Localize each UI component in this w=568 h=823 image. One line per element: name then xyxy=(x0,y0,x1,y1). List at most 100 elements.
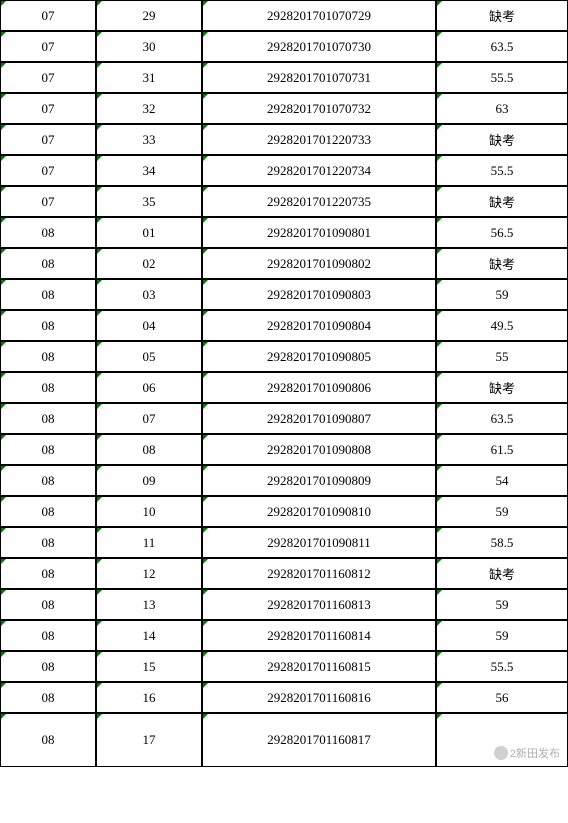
table-cell: 2928201701090806 xyxy=(202,372,436,403)
table-cell: 59 xyxy=(436,620,568,651)
table-cell: 2928201701160813 xyxy=(202,589,436,620)
table-cell: 2928201701160815 xyxy=(202,651,436,682)
table-container: 07292928201701070729缺考073029282017010707… xyxy=(0,0,568,767)
table-cell: 63.5 xyxy=(436,403,568,434)
table-cell: 08 xyxy=(0,372,96,403)
table-cell: 56.5 xyxy=(436,217,568,248)
table-cell: 63 xyxy=(436,93,568,124)
table-cell: 30 xyxy=(96,31,202,62)
table-cell: 缺考 xyxy=(436,372,568,403)
table-row: 0807292820170109080763.5 xyxy=(0,403,568,434)
table-cell: 07 xyxy=(0,0,96,31)
table-cell: 29 xyxy=(96,0,202,31)
table-cell: 31 xyxy=(96,62,202,93)
table-cell: 55 xyxy=(436,341,568,372)
table-cell: 2928201701090804 xyxy=(202,310,436,341)
data-table: 07292928201701070729缺考073029282017010707… xyxy=(0,0,568,767)
table-cell: 56 xyxy=(436,682,568,713)
table-row: 0804292820170109080449.5 xyxy=(0,310,568,341)
table-cell: 2928201701090808 xyxy=(202,434,436,465)
table-cell: 08 xyxy=(0,527,96,558)
table-cell: 2928201701070731 xyxy=(202,62,436,93)
table-cell: 08 xyxy=(0,651,96,682)
table-cell: 63.5 xyxy=(436,31,568,62)
table-cell: 02 xyxy=(96,248,202,279)
table-cell: 11 xyxy=(96,527,202,558)
table-row: 0732292820170107073263 xyxy=(0,93,568,124)
table-cell: 09 xyxy=(96,465,202,496)
table-cell: 2928201701090807 xyxy=(202,403,436,434)
table-row: 0805292820170109080555 xyxy=(0,341,568,372)
table-cell: 05 xyxy=(96,341,202,372)
table-cell: 10 xyxy=(96,496,202,527)
table-cell: 2928201701220735 xyxy=(202,186,436,217)
table-cell: 08 xyxy=(0,713,96,767)
table-row: 0816292820170116081656 xyxy=(0,682,568,713)
table-cell: 07 xyxy=(0,124,96,155)
table-cell: 12 xyxy=(96,558,202,589)
table-cell: 07 xyxy=(0,62,96,93)
table-cell: 2928201701160812 xyxy=(202,558,436,589)
table-row: 07332928201701220733缺考 xyxy=(0,124,568,155)
table-cell: 14 xyxy=(96,620,202,651)
table-cell: 54 xyxy=(436,465,568,496)
table-row: 0730292820170107073063.5 xyxy=(0,31,568,62)
table-cell: 2928201701160816 xyxy=(202,682,436,713)
table-cell: 07 xyxy=(96,403,202,434)
table-cell: 59 xyxy=(436,496,568,527)
table-cell: 49.5 xyxy=(436,310,568,341)
table-cell: 59 xyxy=(436,279,568,310)
table-cell: 08 xyxy=(0,217,96,248)
table-cell: 55.5 xyxy=(436,651,568,682)
table-cell: 08 xyxy=(0,341,96,372)
table-cell: 13 xyxy=(96,589,202,620)
table-cell: 2928201701070730 xyxy=(202,31,436,62)
table-row: 08022928201701090802缺考 xyxy=(0,248,568,279)
table-row: 0811292820170109081158.5 xyxy=(0,527,568,558)
table-cell: 缺考 xyxy=(436,124,568,155)
table-cell: 03 xyxy=(96,279,202,310)
table-cell: 55.5 xyxy=(436,155,568,186)
table-cell: 08 xyxy=(0,434,96,465)
table-cell: 33 xyxy=(96,124,202,155)
table-cell: 2928201701220733 xyxy=(202,124,436,155)
table-row: 08062928201701090806缺考 xyxy=(0,372,568,403)
table-cell: 08 xyxy=(0,403,96,434)
table-cell: 2928201701090802 xyxy=(202,248,436,279)
table-row: 0810292820170109081059 xyxy=(0,496,568,527)
table-cell: 2928201701160814 xyxy=(202,620,436,651)
table-row: 0808292820170109080861.5 xyxy=(0,434,568,465)
table-cell: 59 xyxy=(436,589,568,620)
table-cell: 61.5 xyxy=(436,434,568,465)
table-cell: 2928201701160817 xyxy=(202,713,436,767)
table-cell: 01 xyxy=(96,217,202,248)
table-cell: 15 xyxy=(96,651,202,682)
table-cell: 2928201701070729 xyxy=(202,0,436,31)
table-cell: 08 xyxy=(0,496,96,527)
table-cell: 2928201701070732 xyxy=(202,93,436,124)
table-cell: 07 xyxy=(0,186,96,217)
table-cell: 35 xyxy=(96,186,202,217)
table-cell: 08 xyxy=(0,465,96,496)
table-row: 0813292820170116081359 xyxy=(0,589,568,620)
table-cell: 58.5 xyxy=(436,527,568,558)
table-row: 0809292820170109080954 xyxy=(0,465,568,496)
table-cell: 08 xyxy=(0,682,96,713)
table-cell: 17 xyxy=(96,713,202,767)
table-cell: 07 xyxy=(0,31,96,62)
table-row: 0815292820170116081555.5 xyxy=(0,651,568,682)
table-cell: 2928201701090801 xyxy=(202,217,436,248)
table-row: 08122928201701160812缺考 xyxy=(0,558,568,589)
table-cell: 08 xyxy=(96,434,202,465)
table-row: 08172928201701160817 xyxy=(0,713,568,767)
table-cell: 缺考 xyxy=(436,558,568,589)
table-cell: 04 xyxy=(96,310,202,341)
watermark-text: 2新田发布 xyxy=(510,745,560,761)
table-row: 0814292820170116081459 xyxy=(0,620,568,651)
table-cell: 08 xyxy=(0,248,96,279)
table-cell: 08 xyxy=(0,279,96,310)
table-cell: 07 xyxy=(0,93,96,124)
table-row: 0801292820170109080156.5 xyxy=(0,217,568,248)
table-cell: 06 xyxy=(96,372,202,403)
table-row: 07352928201701220735缺考 xyxy=(0,186,568,217)
